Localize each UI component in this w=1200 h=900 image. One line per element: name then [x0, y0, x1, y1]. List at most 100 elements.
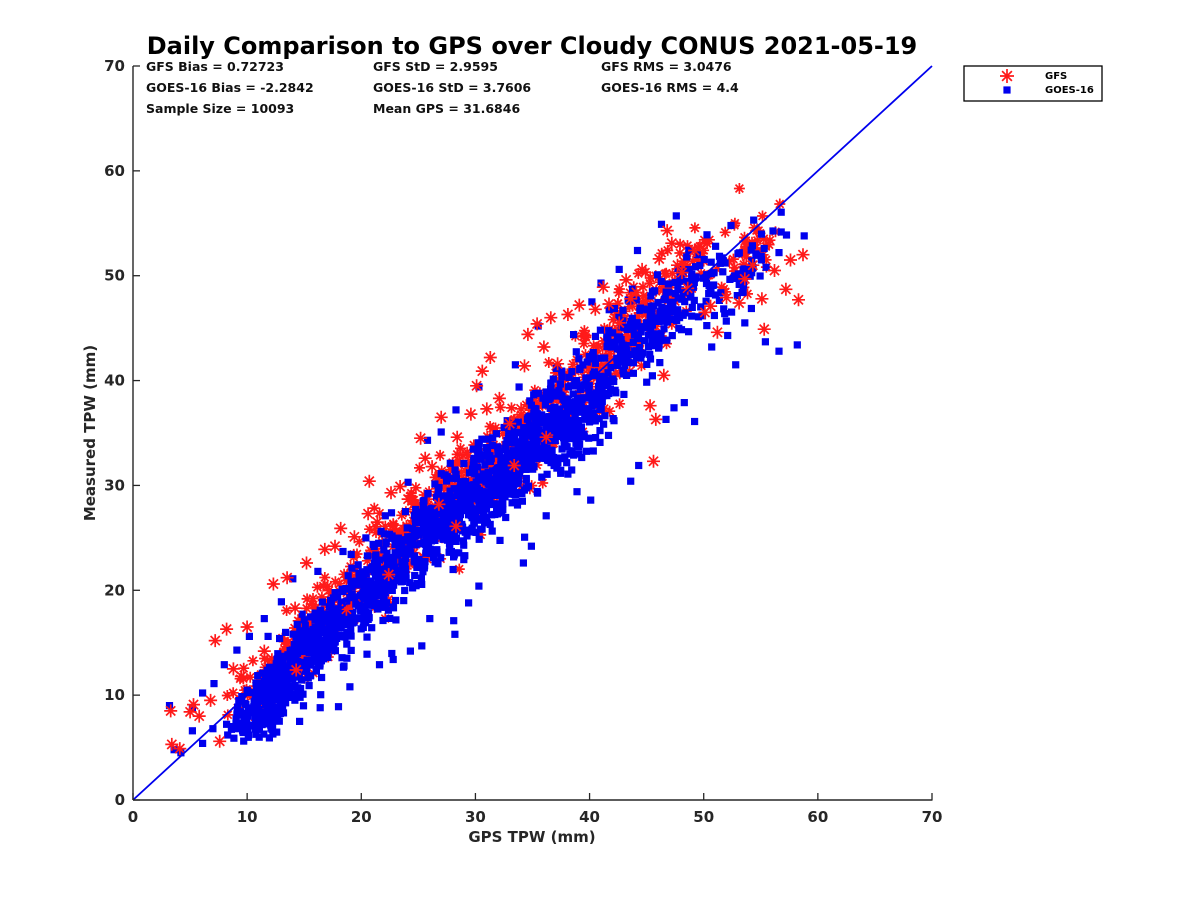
gfs-point — [370, 527, 382, 538]
goes16-point — [648, 321, 656, 329]
goes16-point — [404, 478, 412, 486]
goes16-point — [700, 255, 708, 264]
goes16-point — [252, 679, 260, 687]
goes16-point — [402, 554, 410, 562]
goes16-point — [331, 589, 339, 597]
gfs-point — [475, 364, 489, 378]
goes16-point — [688, 312, 696, 320]
goes16-point — [525, 444, 533, 452]
goes16-point — [683, 253, 691, 261]
gfs-point — [164, 704, 178, 718]
goes16-point — [248, 707, 256, 715]
goes16-point — [344, 572, 352, 580]
goes16-point — [646, 350, 654, 358]
goes16-point — [591, 332, 600, 340]
goes16-point — [515, 383, 523, 391]
goes16-point — [619, 345, 627, 353]
goes16-point — [573, 433, 581, 441]
goes16-point — [230, 734, 238, 742]
gfs-point — [307, 593, 319, 604]
goes16-point — [568, 368, 576, 376]
gfs-point — [644, 272, 656, 284]
goes16-point — [538, 411, 546, 419]
goes16-point — [536, 433, 544, 441]
gfs-point — [483, 351, 497, 364]
goes16-point — [597, 279, 605, 287]
goes16-point — [334, 593, 342, 601]
goes16-point — [509, 421, 518, 429]
goes16-point — [570, 331, 578, 339]
gfs-point — [390, 527, 402, 539]
gfs-point — [539, 430, 553, 444]
goes16-point — [630, 331, 638, 339]
goes16-point — [582, 447, 590, 455]
gfs-point — [288, 601, 302, 615]
goes16-point — [613, 361, 621, 370]
goes16-point — [343, 654, 351, 662]
goes16-point — [629, 369, 637, 377]
goes16-point — [748, 242, 756, 250]
goes16-point — [533, 488, 541, 496]
goes16-point — [422, 514, 430, 523]
goes16-point — [705, 290, 713, 298]
goes16-point — [276, 634, 284, 643]
goes16-point — [734, 250, 742, 258]
goes16-point — [590, 355, 598, 363]
goes16-point — [468, 465, 477, 473]
goes16-point — [260, 730, 268, 738]
goes16-point — [685, 280, 694, 288]
goes16-point — [403, 524, 411, 532]
goes16-point — [240, 737, 248, 745]
gfs-point — [434, 449, 446, 461]
goes16-point — [313, 651, 322, 659]
goes16-point — [553, 411, 561, 419]
goes16-point — [748, 257, 756, 265]
goes16-point — [678, 277, 686, 285]
gfs-point — [544, 311, 558, 325]
goes16-point — [527, 429, 535, 437]
goes16-point — [296, 693, 304, 701]
gfs-point — [220, 622, 234, 636]
goes16-point — [347, 646, 355, 654]
gfs-point — [604, 348, 616, 360]
goes16-point — [563, 459, 571, 467]
legend-box — [963, 65, 1103, 102]
goes16-point — [588, 402, 596, 410]
goes16-point — [251, 712, 259, 720]
goes16-point — [485, 452, 493, 460]
goes16-point — [534, 448, 542, 456]
gfs-point — [281, 605, 293, 616]
goes16-point — [600, 420, 608, 428]
goes16-point — [663, 310, 671, 318]
goes16-point — [524, 457, 532, 466]
goes16-point — [601, 412, 609, 420]
goes16-point — [295, 634, 303, 642]
gfs-point — [738, 272, 752, 286]
goes16-point — [298, 662, 306, 670]
goes16-point — [464, 496, 472, 504]
goes16-point — [420, 496, 428, 505]
goes16-point — [478, 488, 486, 496]
gfs-point — [643, 399, 657, 413]
gfs-point — [414, 431, 428, 445]
goes16-point — [372, 590, 380, 599]
goes16-point — [508, 478, 516, 486]
goes16-point — [527, 401, 535, 409]
goes16-point — [524, 414, 532, 422]
goes16-point — [460, 541, 468, 549]
goes16-point — [685, 266, 693, 274]
goes16-point — [370, 568, 378, 576]
gfs-point — [374, 507, 386, 519]
goes16-point — [572, 422, 580, 430]
goes16-point — [623, 357, 631, 366]
goes16-point — [431, 558, 439, 566]
goes16-point — [604, 369, 612, 377]
gfs-point — [464, 407, 478, 421]
gfs-point — [746, 258, 760, 272]
goes16-point — [451, 466, 459, 474]
goes16-point — [595, 415, 603, 423]
goes16-point — [311, 609, 319, 617]
gfs-point — [418, 451, 432, 465]
goes16-point — [275, 705, 283, 713]
goes16-point — [177, 749, 185, 757]
